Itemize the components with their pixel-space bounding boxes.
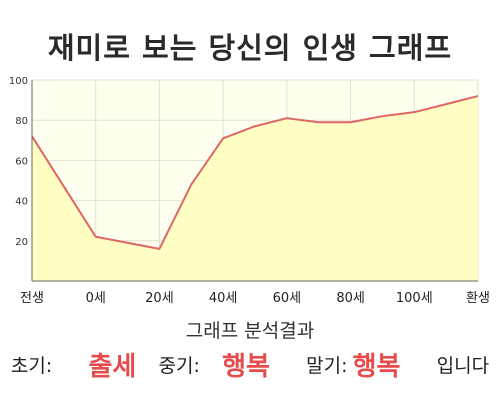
- x-tick-label: 60세: [273, 291, 302, 306]
- life-line: [31, 95, 479, 250]
- x-tick-label: 100세: [396, 291, 433, 306]
- ending-text: 입니다: [436, 355, 490, 377]
- x-tick-label: 전생: [20, 291, 44, 306]
- y-tick-label: 100: [9, 76, 28, 87]
- analysis-title: 그래프 분석결과: [185, 320, 315, 342]
- y-tick-label: 80: [15, 116, 28, 127]
- mid-label: 중기:: [158, 355, 200, 377]
- axes: [31, 80, 478, 282]
- late-label: 말기:: [306, 355, 348, 377]
- x-tick-label: 0세: [86, 291, 106, 306]
- analysis-result: 초기: 출세 중기: 행복 말기: 행복 입니다: [0, 346, 500, 382]
- early-label: 초기:: [10, 355, 53, 377]
- chart-title: 재미로 보는 당신의 인생 그래프: [47, 31, 453, 65]
- x-tick-label: 40세: [209, 291, 238, 306]
- x-tick-label: 80세: [336, 291, 365, 306]
- mid-value: 행복: [222, 352, 270, 382]
- early-value: 출세: [88, 352, 137, 382]
- y-tick-label: 60: [15, 156, 28, 167]
- x-tick-labels: 전생 0세 20세 40세 60세 80세 100세 환생: [20, 291, 490, 306]
- y-tick-label: 20: [15, 237, 28, 248]
- y-tick-labels: 20 40 60 80 100: [9, 76, 28, 248]
- x-tick-label: 20세: [145, 291, 174, 306]
- x-tick-label: 환생: [466, 291, 490, 306]
- late-value: 행복: [352, 352, 401, 382]
- y-tick-label: 40: [15, 197, 28, 208]
- life-area: [32, 96, 478, 281]
